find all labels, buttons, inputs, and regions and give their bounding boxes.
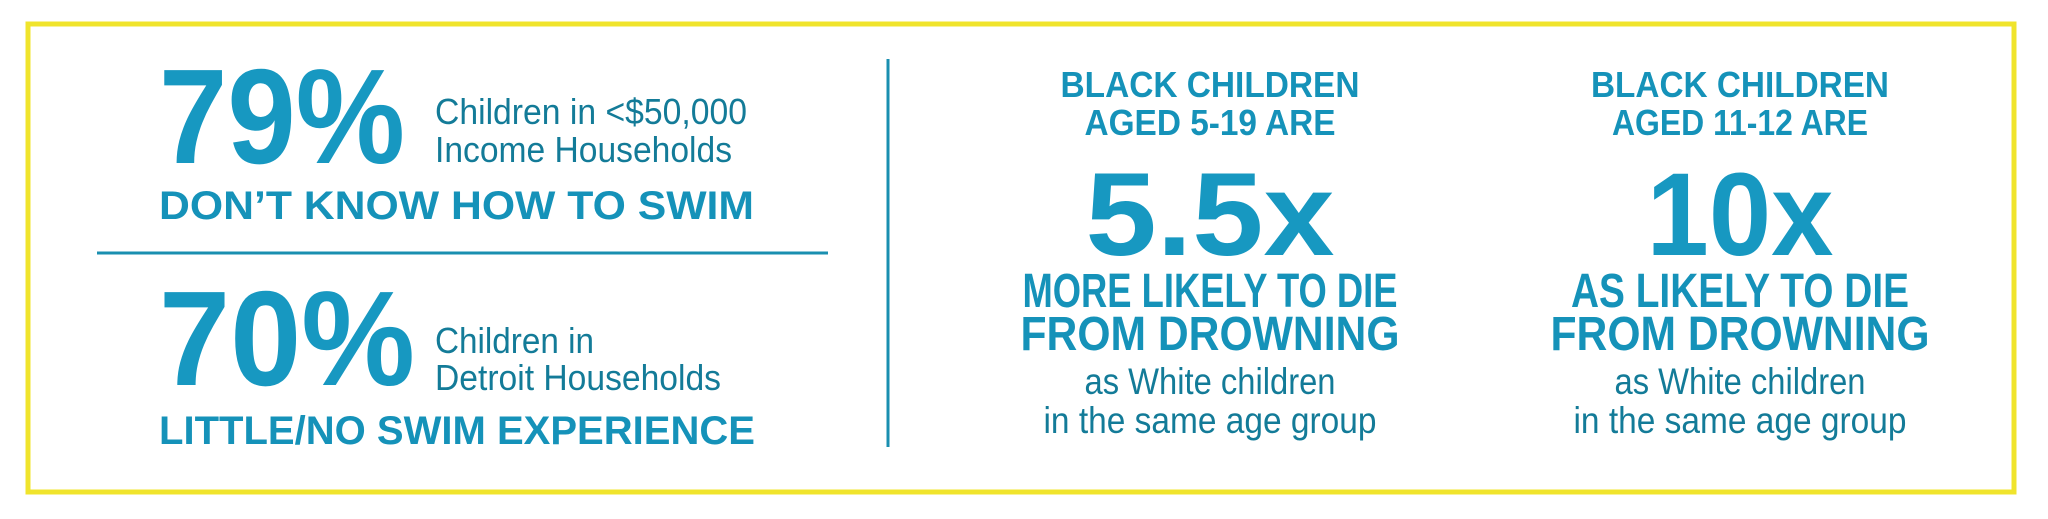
comparison: AS LIKELY TO DIE <box>1571 265 1909 318</box>
header: BLACK CHILDREN <box>1061 64 1360 105</box>
comparison: MORE LIKELY TO DIE <box>1023 265 1398 318</box>
note: as White children <box>1085 361 1336 402</box>
stat: 79% <box>159 41 405 192</box>
header: AGED 5-19 ARE <box>1085 102 1336 143</box>
caption: DON’T KNOW HOW TO SWIM <box>159 184 754 228</box>
stat: 5.5x <box>1086 149 1335 281</box>
description: Children in <box>435 320 594 361</box>
stat: 10x <box>1647 149 1834 281</box>
description: Detroit Households <box>435 357 721 398</box>
note: as White children <box>1615 361 1866 402</box>
header: BLACK CHILDREN <box>1591 64 1889 105</box>
frame <box>25 21 2017 495</box>
comparison: FROM DROWNING <box>1551 308 1930 361</box>
stat: 70% <box>159 263 415 414</box>
header: AGED 11-12 ARE <box>1612 102 1868 143</box>
comparison: FROM DROWNING <box>1021 308 1400 361</box>
description: Income Households <box>435 129 732 170</box>
description: Children in <$50,000 <box>435 91 747 132</box>
note: in the same age group <box>1574 400 1907 441</box>
caption: LITTLE/NO SWIM EXPERIENCE <box>159 409 755 453</box>
note: in the same age group <box>1044 400 1377 441</box>
